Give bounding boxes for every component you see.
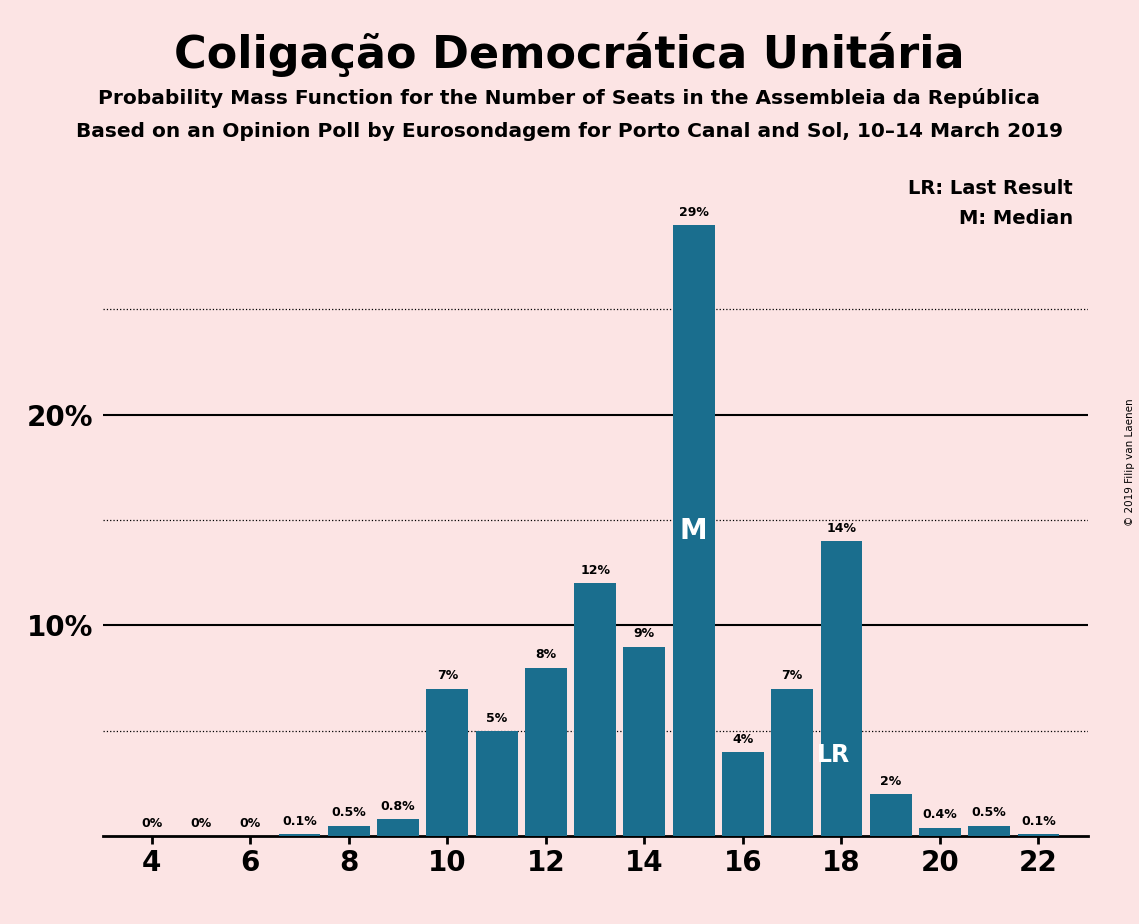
Text: 29%: 29% bbox=[679, 206, 708, 219]
Text: M: Median: M: Median bbox=[959, 209, 1073, 228]
Bar bbox=[919, 828, 961, 836]
Bar bbox=[820, 541, 862, 836]
Text: 7%: 7% bbox=[436, 669, 458, 682]
Text: 7%: 7% bbox=[781, 669, 803, 682]
Text: 8%: 8% bbox=[535, 649, 557, 662]
Bar bbox=[771, 688, 813, 836]
Text: M: M bbox=[680, 517, 707, 544]
Text: 5%: 5% bbox=[486, 711, 507, 724]
Text: 0.1%: 0.1% bbox=[282, 815, 317, 828]
Text: 0%: 0% bbox=[239, 817, 261, 830]
Text: 0.5%: 0.5% bbox=[972, 807, 1007, 820]
Bar bbox=[1017, 834, 1059, 836]
Text: Probability Mass Function for the Number of Seats in the Assembleia da República: Probability Mass Function for the Number… bbox=[98, 88, 1041, 108]
Text: 4%: 4% bbox=[732, 733, 754, 746]
Text: 0%: 0% bbox=[190, 817, 212, 830]
Text: 14%: 14% bbox=[827, 522, 857, 535]
Text: 0.4%: 0.4% bbox=[923, 808, 958, 821]
Bar bbox=[525, 667, 567, 836]
Bar bbox=[722, 752, 764, 836]
Bar bbox=[476, 731, 517, 836]
Text: © 2019 Filip van Laenen: © 2019 Filip van Laenen bbox=[1125, 398, 1134, 526]
Text: 0.1%: 0.1% bbox=[1021, 815, 1056, 828]
Bar bbox=[426, 688, 468, 836]
Bar bbox=[673, 225, 714, 836]
Bar bbox=[870, 794, 911, 836]
Bar bbox=[623, 647, 665, 836]
Bar bbox=[328, 826, 370, 836]
Bar bbox=[968, 826, 1010, 836]
Text: 9%: 9% bbox=[633, 627, 655, 640]
Text: 2%: 2% bbox=[880, 774, 901, 788]
Text: 12%: 12% bbox=[580, 564, 611, 577]
Text: 0%: 0% bbox=[141, 817, 163, 830]
Text: Coligação Democrática Unitária: Coligação Democrática Unitária bbox=[174, 32, 965, 78]
Bar bbox=[574, 583, 616, 836]
Text: LR: Last Result: LR: Last Result bbox=[908, 178, 1073, 198]
Bar bbox=[279, 834, 320, 836]
Text: Based on an Opinion Poll by Eurosondagem for Porto Canal and Sol, 10–14 March 20: Based on an Opinion Poll by Eurosondagem… bbox=[76, 122, 1063, 141]
Text: 0.5%: 0.5% bbox=[331, 807, 367, 820]
Text: LR: LR bbox=[817, 743, 850, 767]
Text: 0.8%: 0.8% bbox=[380, 800, 416, 813]
Bar bbox=[377, 820, 419, 836]
